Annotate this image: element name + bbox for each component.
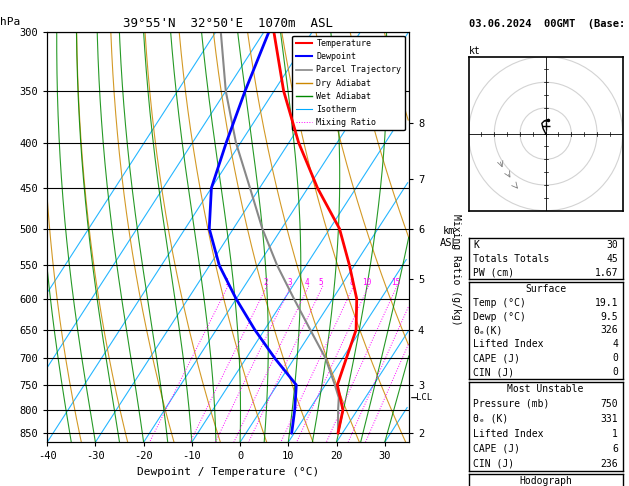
Text: 15: 15 [391, 278, 400, 287]
X-axis label: Dewpoint / Temperature (°C): Dewpoint / Temperature (°C) [137, 467, 319, 477]
Text: 8: 8 [350, 278, 354, 287]
Text: CIN (J): CIN (J) [473, 367, 515, 377]
Text: 5: 5 [319, 278, 323, 287]
Text: Lifted Index: Lifted Index [473, 339, 543, 349]
Text: hPa: hPa [0, 17, 20, 28]
Text: Dewp (°C): Dewp (°C) [473, 312, 526, 322]
Text: 0: 0 [612, 353, 618, 363]
Text: Temp (°C): Temp (°C) [473, 298, 526, 308]
Text: Hodograph: Hodograph [519, 476, 572, 486]
Text: PW (cm): PW (cm) [473, 268, 515, 278]
Text: 30: 30 [606, 240, 618, 250]
Text: θₑ(K): θₑ(K) [473, 326, 503, 335]
Text: 1.67: 1.67 [594, 268, 618, 278]
Text: K: K [473, 240, 479, 250]
Text: CAPE (J): CAPE (J) [473, 444, 520, 454]
Text: 4: 4 [612, 339, 618, 349]
Text: 0: 0 [612, 367, 618, 377]
Text: 45: 45 [606, 254, 618, 264]
Text: Surface: Surface [525, 284, 566, 294]
Text: Pressure (mb): Pressure (mb) [473, 399, 550, 409]
Text: 326: 326 [601, 326, 618, 335]
Text: Totals Totals: Totals Totals [473, 254, 550, 264]
Text: LCL: LCL [416, 393, 432, 402]
Text: θₑ (K): θₑ (K) [473, 414, 508, 424]
Text: 9.5: 9.5 [601, 312, 618, 322]
Text: CIN (J): CIN (J) [473, 459, 515, 469]
Text: kt: kt [469, 46, 481, 56]
Text: 1: 1 [612, 429, 618, 439]
Text: 2: 2 [263, 278, 268, 287]
Text: Most Unstable: Most Unstable [508, 384, 584, 394]
Text: 19.1: 19.1 [594, 298, 618, 308]
Text: 3: 3 [287, 278, 292, 287]
Text: Mixing Ratio (g/kg): Mixing Ratio (g/kg) [451, 214, 461, 326]
Legend: Temperature, Dewpoint, Parcel Trajectory, Dry Adiabat, Wet Adiabat, Isotherm, Mi: Temperature, Dewpoint, Parcel Trajectory… [292, 36, 404, 130]
Text: 1: 1 [224, 278, 229, 287]
Text: 6: 6 [612, 444, 618, 454]
Text: Lifted Index: Lifted Index [473, 429, 543, 439]
Y-axis label: km
ASL: km ASL [440, 226, 459, 248]
Text: CAPE (J): CAPE (J) [473, 353, 520, 363]
Text: 03.06.2024  00GMT  (Base: 06): 03.06.2024 00GMT (Base: 06) [469, 19, 629, 29]
Text: 10: 10 [362, 278, 372, 287]
Text: 750: 750 [601, 399, 618, 409]
Text: 331: 331 [601, 414, 618, 424]
Title: 39°55'N  32°50'E  1070m  ASL: 39°55'N 32°50'E 1070m ASL [123, 17, 333, 31]
Text: 236: 236 [601, 459, 618, 469]
Text: 4: 4 [305, 278, 309, 287]
